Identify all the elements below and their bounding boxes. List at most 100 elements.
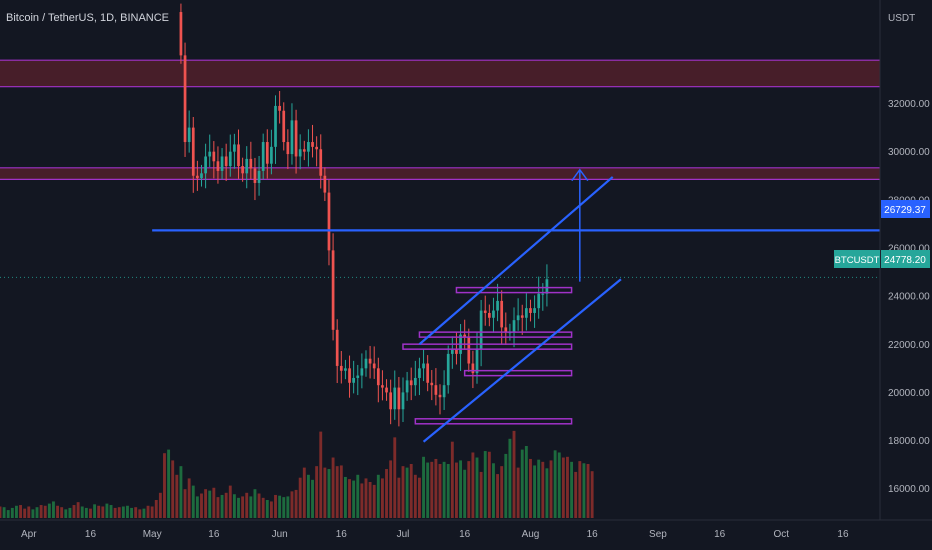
volume-bar (6, 510, 10, 518)
candle-body (224, 156, 228, 167)
candle-body (237, 144, 240, 167)
candle-body (265, 142, 269, 164)
volume-bar (257, 493, 261, 518)
volume-bar (274, 494, 277, 518)
volume-bar (479, 471, 483, 518)
symbol-title[interactable]: Bitcoin / TetherUS, 1D, BINANCE (6, 12, 170, 24)
volume-bar (311, 479, 314, 518)
volume-bar (549, 460, 553, 518)
candle-body (516, 315, 520, 321)
resistance-zones (0, 59, 880, 180)
horizontal-range (414, 418, 573, 425)
ticker-badge[interactable] (834, 250, 880, 268)
x-tick-label: Oct (774, 529, 790, 540)
volume-bar (455, 462, 458, 518)
volume-bar (80, 506, 84, 518)
volume-bar (245, 492, 249, 518)
volume-bar (76, 502, 80, 518)
candle-body (360, 368, 364, 376)
volume-bar (298, 477, 302, 518)
candle-body (294, 120, 298, 157)
volume-bar (533, 465, 537, 518)
y-tick-label: 20000.00 (888, 388, 930, 399)
candle-body (278, 105, 281, 111)
volume-bar (282, 497, 286, 518)
volume-bar (475, 457, 479, 518)
volume-bar (113, 507, 117, 518)
volume-bar (241, 496, 245, 518)
y-tick-label: 24000.00 (888, 292, 930, 303)
volume-bar (204, 489, 208, 518)
volume-bar (389, 460, 393, 518)
volume-bar (10, 507, 14, 518)
volume-bar (121, 506, 125, 518)
volume-bar (393, 437, 397, 518)
volume-bar (450, 441, 454, 518)
x-tick-label: 16 (336, 529, 348, 540)
volume-bar (397, 477, 401, 518)
volume-bar (496, 474, 500, 518)
volume-bar (434, 458, 438, 518)
volume-bar (302, 467, 306, 518)
volume-bar (446, 464, 450, 518)
volume-bar (150, 506, 154, 518)
candle-body (348, 368, 351, 383)
volume-bar (376, 474, 380, 518)
volume-bar (89, 508, 92, 518)
volume-bar (60, 507, 64, 518)
volume-bar (487, 451, 491, 518)
volume-bar (39, 505, 43, 518)
volume-bar (224, 492, 228, 518)
volume-bar (516, 467, 520, 518)
y-tick-label: 26000.00 (888, 243, 930, 254)
candle-body (191, 127, 195, 176)
candle-body (504, 327, 508, 333)
volume-bar (504, 453, 508, 518)
volume-bar (31, 509, 35, 518)
candle-body (368, 358, 372, 364)
candle-body (212, 151, 216, 162)
volume-bar (126, 505, 129, 518)
candle-body (471, 363, 475, 374)
volume-bar (261, 497, 265, 518)
volume-bar (52, 501, 55, 518)
volume-bar (84, 507, 88, 518)
candle-body (455, 349, 458, 354)
volume-bar (471, 452, 475, 518)
volume-bar (142, 508, 146, 518)
last-price-label: 24778.20 (884, 255, 926, 266)
candle-body (418, 368, 421, 378)
volume-bar (508, 438, 512, 518)
ticker-label: BTCUSDT (835, 255, 880, 266)
volume-bar (35, 507, 39, 518)
x-tick-label: 16 (837, 529, 849, 540)
candle-body (385, 387, 388, 393)
x-tick-label: 16 (459, 529, 471, 540)
candle-body (434, 385, 438, 395)
volume-bar (105, 503, 109, 518)
volume-bar (19, 505, 22, 518)
volume-bar (368, 482, 372, 518)
volume-bar (331, 457, 335, 518)
volume-bar (339, 465, 343, 518)
x-tick-label: Sep (649, 529, 667, 540)
volume-bar (319, 431, 323, 518)
candle-body (487, 312, 491, 318)
price-labels: 26729.37 BTCUSDT 24778.20 (834, 200, 930, 268)
volume-bar (323, 467, 327, 518)
volume-bar (195, 496, 199, 518)
volume-bar (492, 463, 495, 518)
volume-bar (109, 505, 113, 518)
drawings (152, 168, 880, 443)
volume-bar (171, 460, 175, 518)
volume-bar (524, 446, 528, 518)
volume-bar (265, 500, 269, 518)
candle-body (364, 358, 368, 369)
candle-body (397, 387, 401, 410)
resistance-zone (0, 167, 880, 180)
y-tick-label: 30000.00 (888, 147, 930, 158)
candle-body (204, 156, 207, 174)
volume-bar (27, 506, 31, 518)
